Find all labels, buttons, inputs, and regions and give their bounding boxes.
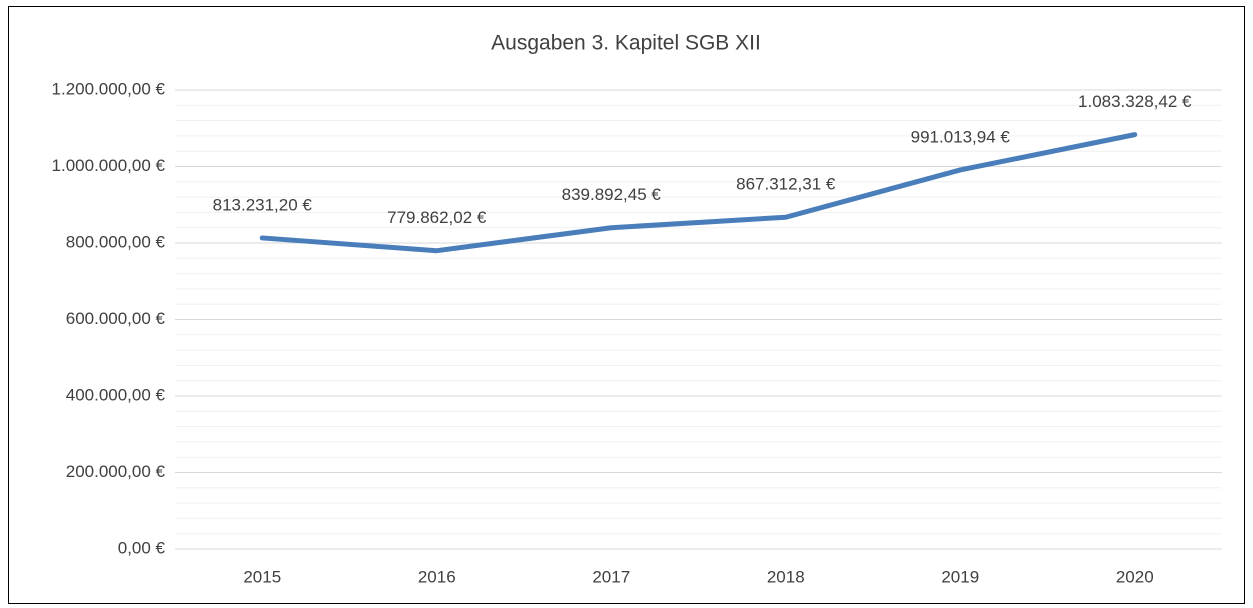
data-label: 839.892,45 € [562,185,662,204]
x-tick-label: 2020 [1116,567,1154,586]
y-tick-label: 1.200.000,00 € [52,79,166,98]
x-tick-label: 2016 [418,567,456,586]
data-label: 779.862,02 € [387,208,487,227]
y-tick-label: 400.000,00 € [66,385,166,404]
data-label: 991.013,94 € [911,127,1011,146]
y-tick-label: 200.000,00 € [66,462,166,481]
x-tick-label: 2019 [941,567,979,586]
chart-border [8,6,1245,604]
y-tick-label: 800.000,00 € [66,232,166,251]
y-tick-label: 0,00 € [118,538,166,557]
chart-title: Ausgaben 3. Kapitel SGB XII [491,32,761,55]
y-tick-label: 1.000.000,00 € [52,156,166,175]
data-label: 1.083.328,42 € [1078,92,1192,111]
y-tick-label: 600.000,00 € [66,309,166,328]
x-tick-label: 2018 [767,567,805,586]
data-label: 867.312,31 € [736,175,836,194]
x-tick-label: 2015 [243,567,281,586]
line [259,132,1138,254]
x-tick-label: 2017 [592,567,630,586]
data-label: 813.231,20 € [213,195,313,214]
